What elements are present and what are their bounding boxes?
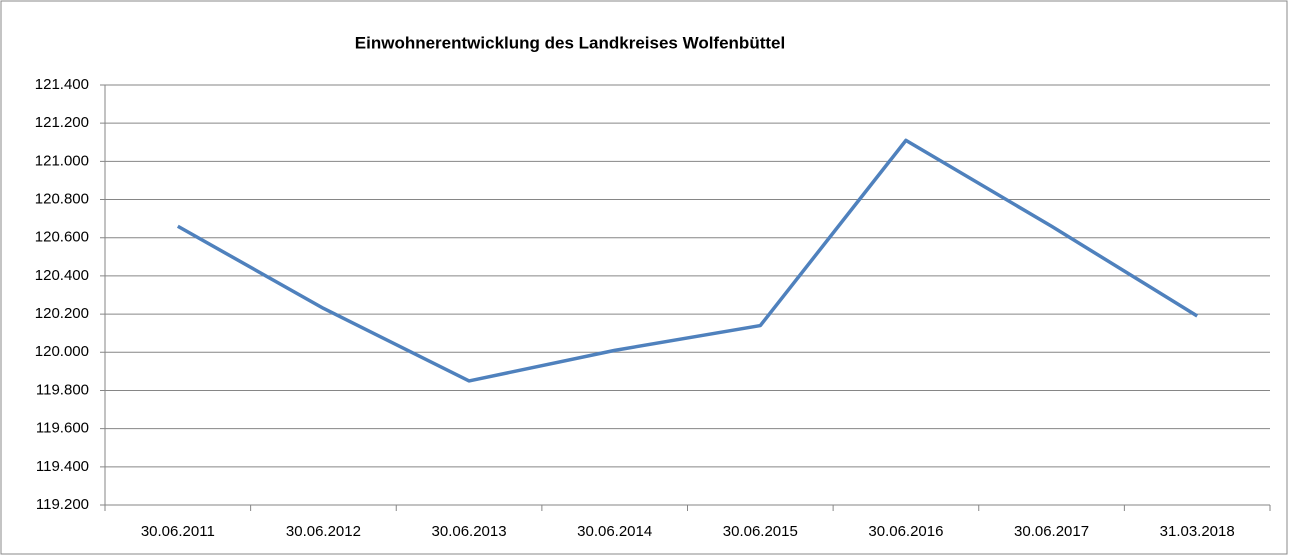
y-tick-label: 120.200 bbox=[35, 305, 89, 322]
x-tick-label: 30.06.2014 bbox=[577, 523, 652, 540]
y-tick-label: 120.600 bbox=[35, 229, 89, 246]
x-tick-label: 30.06.2012 bbox=[286, 523, 361, 540]
y-tick-label: 121.200 bbox=[35, 114, 89, 131]
data-line bbox=[176, 138, 1199, 383]
y-tick-label: 119.600 bbox=[36, 420, 89, 437]
x-tick-label: 31.03.2018 bbox=[1160, 523, 1235, 540]
y-tick-label: 121.400 bbox=[35, 76, 89, 93]
y-tick-label: 120.400 bbox=[35, 267, 89, 284]
y-tick-label: 119.200 bbox=[36, 496, 89, 513]
x-tick-label: 30.06.2017 bbox=[1014, 523, 1089, 540]
x-tick-label: 30.06.2015 bbox=[723, 523, 798, 540]
x-tick-label: 30.06.2013 bbox=[432, 523, 507, 540]
y-tick-label: 119.800 bbox=[36, 381, 89, 398]
y-tick-label: 121.000 bbox=[35, 152, 89, 169]
y-tick-label: 120.800 bbox=[35, 191, 89, 208]
chart-title: Einwohnerentwicklung des Landkreises Wol… bbox=[355, 33, 785, 52]
x-tick-label: 30.06.2011 bbox=[141, 523, 215, 540]
y-tick-label: 119.400 bbox=[36, 458, 89, 475]
x-tick-label: 30.06.2016 bbox=[868, 523, 943, 540]
y-tick-label: 120.000 bbox=[35, 343, 89, 360]
